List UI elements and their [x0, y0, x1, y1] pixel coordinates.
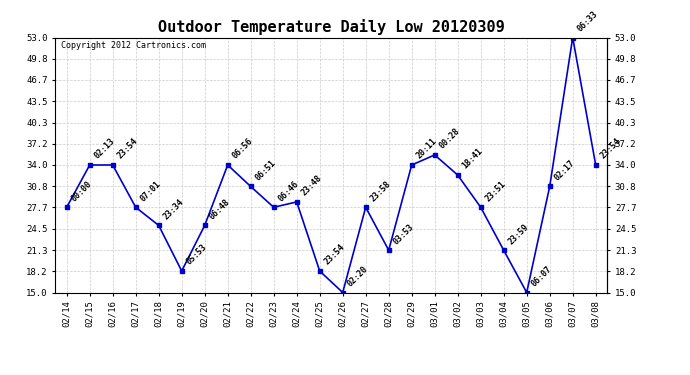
Text: 23:58: 23:58	[368, 179, 393, 203]
Text: 02:13: 02:13	[92, 137, 117, 161]
Text: 23:48: 23:48	[299, 174, 324, 198]
Text: 03:53: 03:53	[391, 222, 415, 246]
Text: 02:17: 02:17	[553, 158, 577, 182]
Text: 07:01: 07:01	[139, 179, 163, 203]
Text: 20:11: 20:11	[415, 137, 439, 161]
Text: 23:59: 23:59	[506, 222, 531, 246]
Text: 06:33: 06:33	[575, 9, 600, 33]
Text: 23:54: 23:54	[322, 243, 346, 267]
Text: 23:54: 23:54	[115, 137, 139, 161]
Text: 02:20: 02:20	[346, 264, 370, 288]
Text: Copyright 2012 Cartronics.com: Copyright 2012 Cartronics.com	[61, 41, 206, 50]
Text: 06:46: 06:46	[277, 179, 301, 203]
Text: 06:51: 06:51	[253, 158, 277, 182]
Text: 23:51: 23:51	[484, 179, 508, 203]
Text: 18:41: 18:41	[460, 147, 484, 171]
Text: 06:56: 06:56	[230, 137, 255, 161]
Text: 00:28: 00:28	[437, 127, 462, 151]
Text: 06:48: 06:48	[208, 197, 232, 221]
Text: 06:07: 06:07	[529, 264, 553, 288]
Title: Outdoor Temperature Daily Low 20120309: Outdoor Temperature Daily Low 20120309	[158, 19, 504, 35]
Text: 23:54: 23:54	[598, 137, 622, 161]
Text: 00:00: 00:00	[70, 179, 94, 203]
Text: 23:34: 23:34	[161, 197, 186, 221]
Text: 05:53: 05:53	[184, 243, 208, 267]
